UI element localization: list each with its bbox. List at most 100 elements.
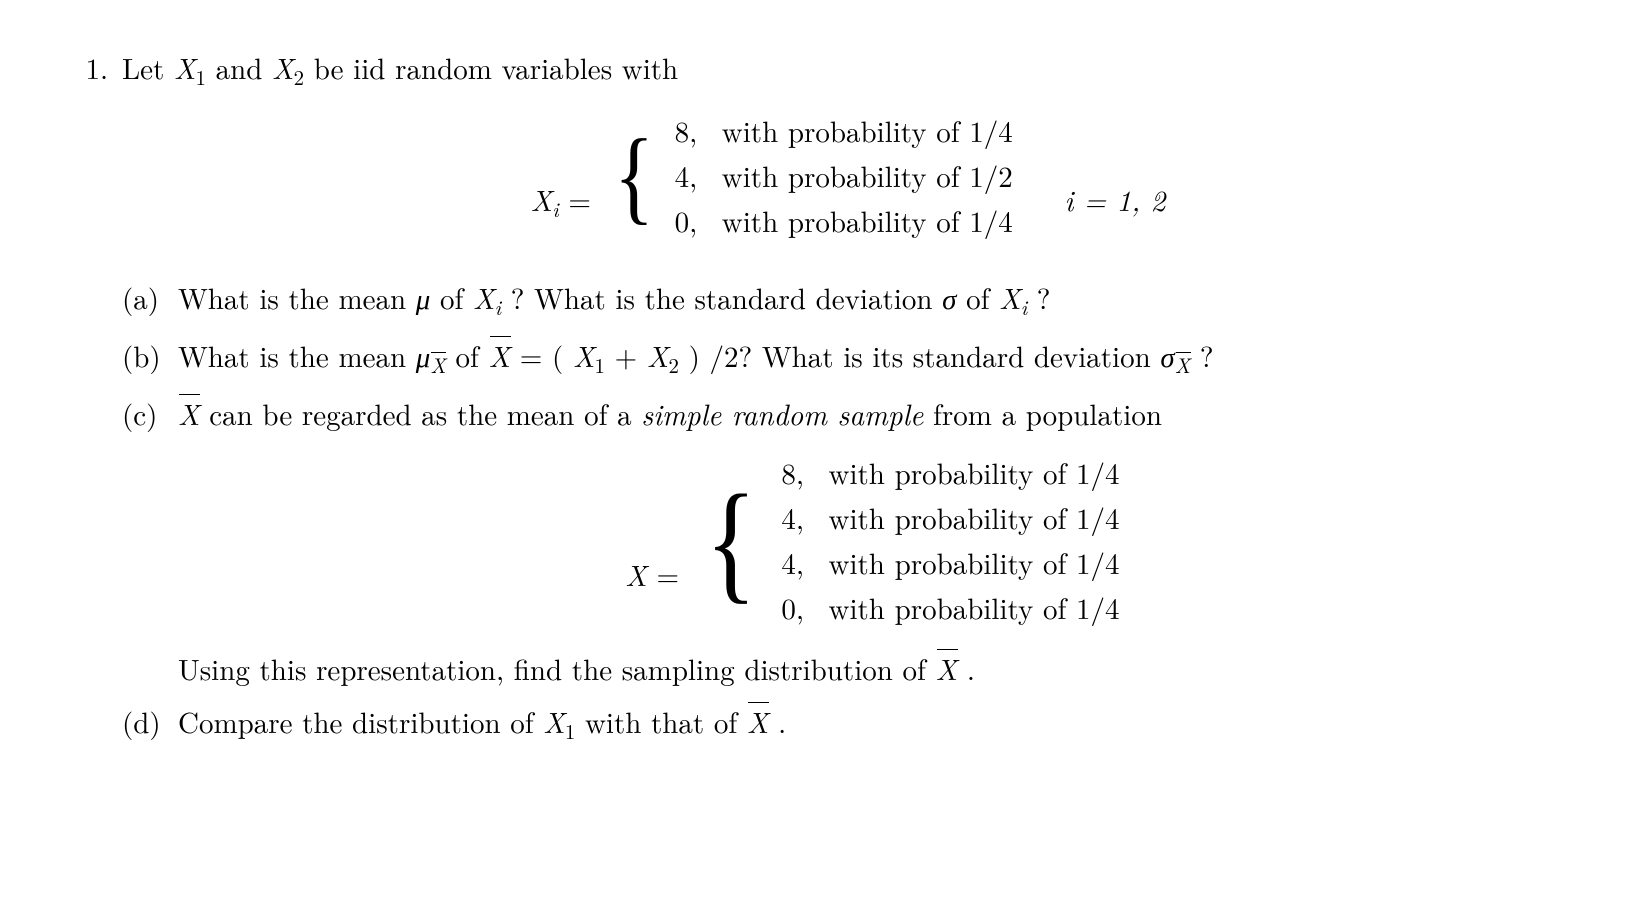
text: . bbox=[778, 701, 786, 742]
var-Xi: Xi bbox=[999, 277, 1027, 318]
equation-Xi: Xi = { 8, with probability of 1/4 4, wit… bbox=[122, 109, 1574, 244]
text: from a population bbox=[933, 393, 1162, 434]
var-X2: X2 bbox=[272, 47, 304, 88]
sym-X: X bbox=[647, 335, 669, 376]
var-X: X bbox=[625, 554, 647, 595]
subpart-label: (a) bbox=[122, 278, 178, 317]
cases-row: 4, with probability of 1/4 bbox=[774, 496, 1127, 541]
cases-text: with probability of 1/4 bbox=[811, 451, 1127, 496]
cases-text: with probability of 1/4 bbox=[704, 199, 1020, 244]
subpart-c: (c) X can be regarded as the mean of a s… bbox=[122, 394, 1574, 688]
text: of bbox=[966, 277, 999, 318]
var-X2: X2 bbox=[647, 335, 679, 376]
var-X1: X1 bbox=[174, 47, 206, 88]
cases-text: with probability of 1/4 bbox=[811, 586, 1127, 631]
cases-value: 8, bbox=[667, 109, 704, 154]
problem-body: Let X1 and X2 be iid random variables wi… bbox=[122, 48, 1574, 745]
sub-1: 1 bbox=[565, 716, 575, 746]
sym-X: X bbox=[174, 47, 196, 88]
sub-2: 2 bbox=[668, 350, 678, 380]
subpart-label: (d) bbox=[122, 702, 178, 741]
text: What is the mean bbox=[178, 335, 416, 376]
text: of bbox=[456, 335, 489, 376]
text: What is the mean bbox=[178, 277, 416, 318]
text: ? What is the standard deviation bbox=[511, 277, 942, 318]
cases-row: 8, with probability of 1/4 bbox=[774, 451, 1127, 496]
sym-X: X bbox=[543, 701, 565, 742]
cases-value: 4, bbox=[774, 541, 811, 586]
subpart-label: (b) bbox=[122, 336, 178, 375]
sym-Xbar: X bbox=[430, 352, 446, 380]
text: with that of bbox=[585, 701, 747, 742]
text: Compare the distribution of bbox=[178, 701, 543, 742]
sym-X: X bbox=[573, 335, 595, 376]
text: ? bbox=[1200, 335, 1214, 376]
cases-value: 8, bbox=[774, 451, 811, 496]
var-X1: X1 bbox=[543, 701, 575, 742]
text: ) /2? What is its standard deviation bbox=[689, 335, 1161, 376]
subpart-a: (a) What is the mean μ of Xi ? What is t… bbox=[122, 278, 1574, 322]
cases-value: 0, bbox=[774, 586, 811, 631]
cases-value: 4, bbox=[774, 496, 811, 541]
cases-X: { 8, with probability of 1/4 4, with pro… bbox=[689, 451, 1127, 631]
cases-row: 4, with probability of 1/2 bbox=[667, 154, 1020, 199]
cases-table-1: 8, with probability of 1/4 4, with proba… bbox=[667, 109, 1020, 244]
intro-mid: and bbox=[216, 47, 272, 88]
equals-sign: = bbox=[568, 179, 600, 220]
sym-sigma-xbar: σX bbox=[1160, 335, 1190, 376]
intro-prefix: Let bbox=[122, 47, 174, 88]
problem-intro: Let X1 and X2 be iid random variables wi… bbox=[122, 48, 1574, 91]
cases-row: 0, with probability of 1/4 bbox=[667, 199, 1020, 244]
sym-X: X bbox=[999, 277, 1021, 318]
var-Xi: Xi bbox=[473, 277, 501, 318]
cases-table-2: 8, with probability of 1/4 4, with proba… bbox=[774, 451, 1127, 631]
text: Using this representation, find the samp… bbox=[178, 648, 936, 689]
text: can be regarded as the mean of a bbox=[209, 393, 641, 434]
sym-X: X bbox=[473, 277, 495, 318]
term-srs: simple random sample bbox=[641, 393, 923, 434]
sub-1: 1 bbox=[196, 62, 206, 92]
subparts: (a) What is the mean μ of Xi ? What is t… bbox=[122, 278, 1574, 745]
var-X1: X1 bbox=[573, 335, 605, 376]
cases-row: 8, with probability of 1/4 bbox=[667, 109, 1020, 154]
cases-row: 0, with probability of 1/4 bbox=[774, 586, 1127, 631]
sym-X: X bbox=[531, 179, 553, 220]
cases-row: 4, with probability of 1/4 bbox=[774, 541, 1127, 586]
cases-text: with probability of 1/4 bbox=[811, 496, 1127, 541]
sub-xbar: X bbox=[430, 350, 446, 380]
sub-i: i bbox=[552, 195, 558, 224]
subpart-label: (c) bbox=[122, 394, 178, 433]
problem-1: 1. Let X1 and X2 be iid random variables… bbox=[48, 48, 1574, 745]
problem-number: 1. bbox=[48, 48, 122, 87]
sub-i: i bbox=[495, 293, 501, 322]
sub-1: 1 bbox=[595, 350, 605, 380]
subpart-body: Compare the distribution of X1 with that… bbox=[178, 702, 1574, 745]
sym-mu: μ bbox=[416, 335, 431, 376]
cases-value: 4, bbox=[667, 154, 704, 199]
subpart-c-followup: Using this representation, find the samp… bbox=[178, 649, 1574, 688]
text: of bbox=[440, 277, 473, 318]
subpart-body: What is the mean μ of Xi ? What is the s… bbox=[178, 278, 1574, 322]
sym-sigma: σ bbox=[942, 277, 956, 318]
sym-Xbar: X bbox=[489, 336, 511, 375]
text: + bbox=[615, 335, 647, 376]
subpart-b: (b) What is the mean μX of X = ( X1 + X2… bbox=[122, 336, 1574, 380]
intro-suffix: be iid random variables with bbox=[314, 47, 678, 88]
text: ? bbox=[1037, 277, 1051, 318]
cases-Xi: { 8, with probability of 1/4 4, with pro… bbox=[601, 109, 1020, 244]
cases-suffix: i = 1, 2 bbox=[1064, 180, 1165, 219]
left-brace-icon: { bbox=[614, 132, 654, 221]
sym-Xbar: X bbox=[178, 394, 200, 433]
equals-sign: = bbox=[656, 554, 688, 595]
sym-mu-xbar: μX bbox=[416, 335, 446, 376]
subpart-d: (d) Compare the distribution of X1 with … bbox=[122, 702, 1574, 745]
cases-text: with probability of 1/2 bbox=[704, 154, 1020, 199]
sym-Xbar: X bbox=[747, 702, 769, 741]
sym-mu: μ bbox=[416, 277, 431, 318]
left-brace-icon: { bbox=[706, 481, 757, 601]
equation-X: X = { 8, with probability of 1/4 4, bbox=[178, 451, 1574, 631]
cases-text: with probability of 1/4 bbox=[811, 541, 1127, 586]
sub-2: 2 bbox=[294, 62, 304, 92]
var-Xi: Xi bbox=[531, 179, 559, 220]
sub-i: i bbox=[1021, 293, 1027, 322]
